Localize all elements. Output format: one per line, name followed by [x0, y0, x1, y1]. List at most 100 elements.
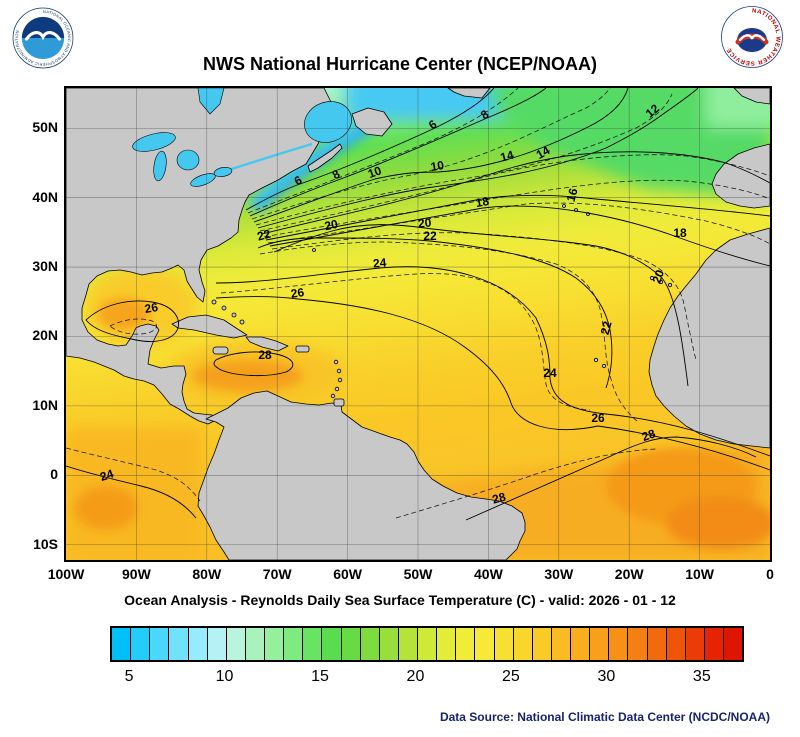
- map-frame: 6 8 10 10 6 8 12 14 14 16 18 18 20 20 20 22 22 22 24 24 24 26…: [64, 86, 772, 562]
- contour-label: 20: [323, 217, 339, 234]
- islands-atlantic: [312, 204, 673, 369]
- isotherm-dashed: [267, 202, 770, 245]
- contour-label: 10: [430, 158, 446, 174]
- islands-lesser-antilles: [330, 359, 343, 399]
- islands-bahamas: [211, 299, 245, 325]
- colorbar-cell: [207, 628, 227, 660]
- colorbar-cell: [456, 628, 476, 660]
- isotherm-22: [257, 237, 613, 389]
- graticule: [66, 88, 770, 560]
- colorbar-tick-labels: 5 10 15 20 25 30 35: [110, 668, 740, 690]
- lake-michigan: [153, 150, 167, 182]
- nws-seagull-icon: [738, 34, 766, 42]
- island-trinidad: [333, 398, 345, 407]
- contour-label: 26: [144, 300, 160, 316]
- isotherm-24: [215, 266, 770, 457]
- colorbar-cell: [724, 628, 743, 660]
- colorbar-cell: [284, 628, 304, 660]
- lat-axis-label: 30N: [32, 258, 58, 275]
- nws-logo: NATIONAL WEATHER SERVICE: [721, 6, 783, 68]
- colorbar-cell: [245, 628, 265, 660]
- isotherm-26-gulf: [85, 300, 179, 342]
- isotherm-dashed: [220, 273, 591, 411]
- lake-ontario: [213, 167, 233, 177]
- island-bermuda: [312, 248, 316, 252]
- isotherm-dashed: [263, 179, 770, 238]
- warm-core-gulf-of-mexico: [98, 298, 150, 330]
- colorbar-cell: [341, 628, 361, 660]
- colorbar-tick-label: 10: [215, 668, 234, 685]
- lon-axis-label: 10W: [685, 566, 714, 582]
- lat-axis-label: 20N: [32, 327, 58, 344]
- contour-label: 26: [591, 411, 605, 425]
- lon-axis-label: 80W: [192, 566, 222, 582]
- lat-axis-label: 0: [50, 466, 58, 483]
- lon-axis-label: 40W: [473, 566, 503, 582]
- land-greenland-tip: [447, 88, 491, 99]
- colorbar: [110, 626, 744, 662]
- land-iberia: [711, 143, 770, 209]
- noaa-emblem-sea: [21, 38, 65, 60]
- colorbar-tick-label: 35: [692, 668, 711, 685]
- longitude-axis: 100W 90W 80W 70W 60W 50W 40W 30W 20W 10W 0: [48, 566, 774, 586]
- lat-axis-label: 40N: [32, 188, 58, 205]
- colorbar-cell: [704, 628, 724, 660]
- warm-core-caribbean: [193, 360, 303, 392]
- isotherm-20: [273, 224, 689, 387]
- isotherms-dashed: [66, 88, 770, 519]
- colorbar-cell: [513, 628, 533, 660]
- lon-axis-label: 100W: [47, 566, 85, 582]
- colorbar-cell: [131, 628, 151, 660]
- lake-superior: [132, 132, 176, 152]
- isotherm-dashed: [109, 318, 157, 335]
- noaa-seagull-icon: [24, 31, 62, 41]
- colorbar-cell: [494, 628, 514, 660]
- st-lawrence-river: [227, 142, 313, 172]
- island-cuba: [171, 314, 248, 339]
- contour-label: 20: [649, 268, 667, 286]
- lat-axis-label: 50N: [32, 119, 58, 136]
- colorbar-cell: [666, 628, 686, 660]
- contour-label: 14: [534, 143, 553, 162]
- map-caption: Ocean Analysis - Reynolds Daily Sea Surf…: [124, 592, 676, 608]
- nws-emblem-globe: [737, 28, 767, 52]
- isotherm-dashed: [259, 154, 770, 232]
- island-puerto-rico: [295, 345, 310, 353]
- isotherm-18: [269, 205, 770, 267]
- latitude-axis: 50N 40N 30N 20N 10N 0 10S: [0, 88, 58, 560]
- contour-label: 22: [256, 227, 273, 244]
- land-british-isles: [733, 88, 770, 105]
- colorbar-cell: [322, 628, 342, 660]
- colorbar-cell: [265, 628, 285, 660]
- sst-local-anomaly-regions: [74, 110, 770, 549]
- contour-label: 16: [564, 186, 581, 203]
- noaa-logo: NATIONAL OCEANIC AND ATMOSPHERIC ADMINIS…: [12, 7, 74, 69]
- colorbar-cell: [379, 628, 399, 660]
- colorbar-cell: [647, 628, 667, 660]
- colorbar-cell: [150, 628, 170, 660]
- contour-label: 28: [491, 490, 508, 507]
- colorbar-cell: [571, 628, 591, 660]
- colorbar-cell: [628, 628, 648, 660]
- colorbar-cell: [112, 628, 132, 660]
- colorbar-cell: [169, 628, 189, 660]
- isotherm-28-caribbean: [213, 351, 294, 377]
- great-lakes: [132, 132, 233, 187]
- island-newfoundland: [351, 107, 393, 137]
- contour-label: 22: [423, 229, 437, 243]
- isotherm-6: [245, 88, 495, 211]
- cold-band-us-coast: [247, 110, 382, 213]
- land-north-america: [66, 88, 333, 425]
- page-title: NWS National Hurricane Center (NCEP/NOAA…: [202, 54, 598, 74]
- gulf-of-st-lawrence: [304, 101, 352, 143]
- lat-axis-label: 10S: [33, 535, 58, 552]
- colorbar-cell: [398, 628, 418, 660]
- contour-label: 24: [372, 255, 387, 270]
- lon-axis-label: 90W: [121, 566, 151, 582]
- island-hispaniola: [245, 336, 289, 352]
- contour-label: 24: [98, 466, 115, 484]
- contour-label: 20: [417, 215, 432, 230]
- warm-core-gulf-of-guinea: [666, 497, 770, 549]
- land-africa: [648, 227, 770, 449]
